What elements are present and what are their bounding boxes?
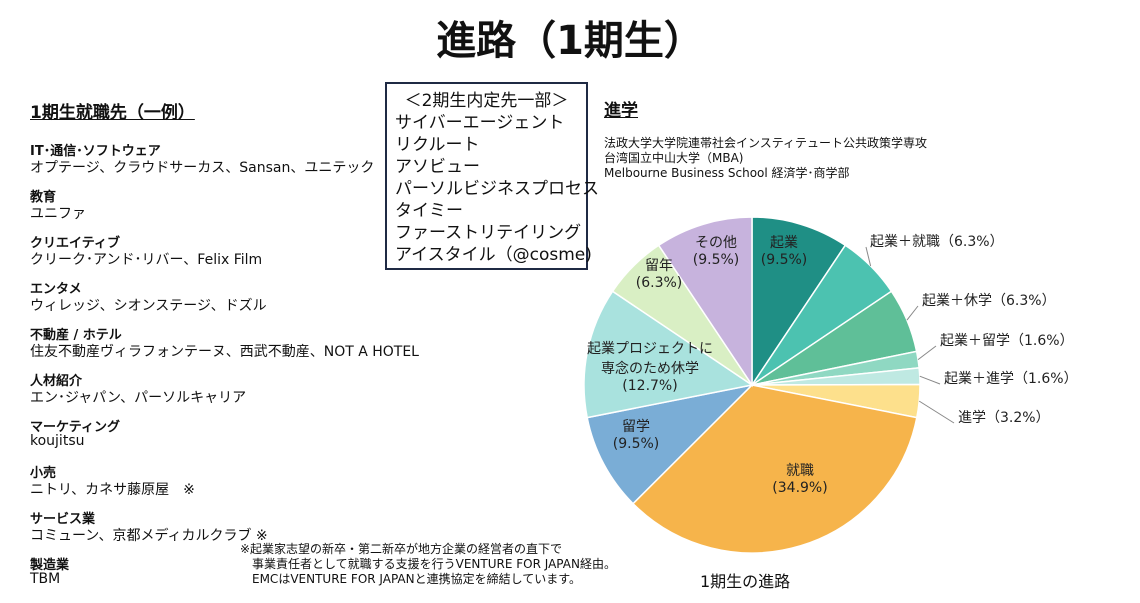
sector-label: クリエイティブ	[30, 236, 120, 251]
sector-companies: オプテージ、クラウドサーカス、Sansan、ユニテック	[30, 160, 375, 176]
slice-value: (34.9%)	[772, 480, 828, 496]
sector-label: 製造業	[30, 558, 70, 573]
offer-company: タイミー	[395, 201, 463, 221]
sector-label: 人材紹介	[30, 374, 83, 389]
pie-slice	[751, 216, 847, 388]
slice-category: 起業＋就職	[870, 234, 940, 250]
employment-heading: 1期生就職先（一例）	[30, 103, 195, 123]
slice-category: 起業＋休学	[922, 293, 992, 309]
study-item: 法政大学大学院連帯社会インスティテュート公共政策学専攻	[604, 136, 928, 150]
sector-companies: ユニファ	[30, 206, 86, 222]
leader-line	[918, 400, 955, 424]
offer-company: アソビュー	[395, 157, 480, 177]
slice-label: 起業＋進学（1.6%）	[944, 368, 1078, 388]
pie-slice	[583, 290, 754, 419]
study-heading: 進学	[604, 101, 638, 121]
slice-category: 起業	[770, 235, 798, 251]
slide-title: 進路（1期生）	[436, 18, 704, 64]
slice-label: 留学 (9.5%)	[613, 416, 660, 452]
offers-box: ＜2期生内定先一部＞ サイバーエージェント リクルート アソビュー パーソルビジネスプ…	[385, 82, 599, 270]
sector-label: マーケティング	[30, 420, 120, 435]
sector-label: エンタメ	[30, 282, 82, 297]
offer-company: ファーストリテイリング	[395, 223, 582, 243]
slice-label: 留年 (6.3%)	[636, 255, 683, 291]
footnote-line: ※起業家志望の新卒・第二新卒が地方企業の経営者の直下で	[240, 542, 563, 556]
leader-line	[917, 345, 937, 360]
sector-label: 小売	[30, 466, 57, 481]
slice-value: （6.3%）	[992, 293, 1056, 309]
slice-label: 就職 (34.9%)	[772, 460, 827, 496]
footnote-line: EMCはVENTURE FOR JAPANと連携協定を締結しています。	[252, 572, 582, 586]
footnote-line: 事業責任者として就職する支援を行うVENTURE FOR JAPAN経由。	[252, 557, 616, 571]
slice-value: （1.6%）	[1010, 333, 1074, 349]
slice-value: (9.5%)	[612, 436, 660, 452]
sector-label: サービス業	[30, 512, 96, 527]
slice-value: （3.2%）	[986, 410, 1050, 426]
slice-category: 起業＋進学	[944, 371, 1014, 387]
slice-label: 起業 (9.5%)	[761, 232, 808, 268]
offer-company: パーソルビジネスプロセス	[395, 179, 599, 199]
slice-value: (6.3%)	[635, 275, 683, 291]
slice-category: 就職	[786, 463, 814, 479]
offer-company: リクルート	[395, 135, 480, 155]
slice-category: 起業プロジェクトに専念のため休学	[587, 341, 713, 377]
slice-label: 起業プロジェクトに専念のため休学 (12.7%)	[586, 338, 714, 394]
slice-category: その他	[695, 235, 737, 251]
slice-value: (12.7%)	[622, 378, 678, 394]
slice-category: 留年	[645, 258, 673, 274]
sector-label: 不動産 / ホテル	[30, 328, 122, 343]
sector-companies: TBM	[30, 571, 61, 587]
slice-label: 起業＋就職（6.3%）	[870, 231, 1004, 251]
sector-companies: エン･ジャパン、パーソルキャリア	[30, 390, 247, 406]
offer-company: アイスタイル（@cosme)	[395, 245, 592, 265]
slice-label: その他 (9.5%)	[693, 232, 740, 268]
slice-category: 進学	[958, 410, 986, 426]
chart-title: 1期生の進路	[700, 572, 791, 591]
pie-slice	[631, 384, 918, 554]
pie-slice	[586, 383, 755, 505]
sector-companies: クリーク･アンド･リバー、Felix Film	[30, 252, 263, 268]
slice-label: 起業＋休学（6.3%）	[922, 290, 1056, 310]
slice-value: (9.5%)	[692, 252, 740, 268]
slice-label: 進学（3.2%）	[958, 407, 1050, 427]
slice-value: （1.6%）	[1014, 371, 1078, 387]
offers-heading: ＜2期生内定先一部＞	[404, 91, 569, 111]
slice-label: 起業＋留学（1.6%）	[940, 330, 1074, 350]
slice-value: （6.3%）	[940, 234, 1004, 250]
slice-category: 起業＋留学	[940, 333, 1010, 349]
study-item: 台湾国立中山大学（MBA)	[604, 151, 744, 165]
sector-label: 教育	[30, 190, 57, 205]
pie-slice	[657, 216, 753, 388]
sector-companies: ニトリ、カネサ藤原屋 ※	[30, 482, 195, 498]
sector-companies: 住友不動産ヴィラフォンテーヌ、西武不動産、NOT A HOTEL	[30, 344, 419, 360]
study-item: Melbourne Business School 経済学･商学部	[604, 166, 850, 180]
slice-value: (9.5%)	[760, 252, 808, 268]
leader-line	[865, 246, 872, 267]
leader-line	[919, 375, 941, 385]
slice-category: 留学	[622, 419, 650, 435]
sector-companies: koujitsu	[30, 433, 85, 449]
sector-companies: コミューン、京都メディカルクラブ ※	[30, 528, 268, 544]
offer-company: サイバーエージェント	[395, 113, 565, 133]
leader-line	[906, 305, 919, 321]
sector-label: IT･通信･ソフトウェア	[30, 144, 161, 159]
sector-companies: ウィレッジ、シオンステージ、ドズル	[30, 298, 267, 314]
